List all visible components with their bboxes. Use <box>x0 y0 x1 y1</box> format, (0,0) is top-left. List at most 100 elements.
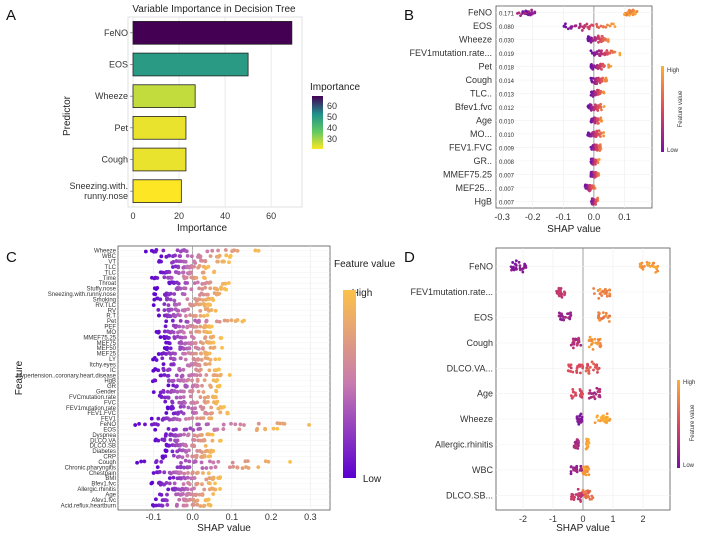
chart-c-point <box>204 319 209 323</box>
chart-c-point <box>172 292 177 296</box>
chart-c-point <box>216 254 221 259</box>
chart-c-point <box>220 259 225 264</box>
chart-c-point <box>190 502 195 507</box>
chart-b-point <box>592 93 596 97</box>
chart-b-point <box>525 9 528 13</box>
chart-a-x-tick-label: 20 <box>174 211 184 221</box>
chart-c-point <box>177 454 182 459</box>
chart-b-point <box>585 185 589 189</box>
chart-a-x-tick-label: 0 <box>130 211 135 221</box>
chart-d-points <box>509 259 660 503</box>
chart-c-point <box>186 405 191 410</box>
chart-c-point <box>189 401 194 405</box>
chart-c-point <box>161 351 166 356</box>
chart-c-point <box>194 329 199 334</box>
chart-c-point <box>217 319 222 324</box>
chart-c-point <box>178 404 183 409</box>
chart-d-point <box>560 295 564 299</box>
chart-d-point <box>575 465 578 469</box>
chart-b-point <box>580 29 584 32</box>
chart-c-point <box>181 482 186 486</box>
chart-b-point <box>601 39 605 42</box>
chart-c-point <box>169 307 174 312</box>
chart-d-point <box>557 311 561 315</box>
chart-d-point <box>564 315 567 319</box>
chart-c-point <box>179 460 183 465</box>
chart-b-point <box>622 12 626 16</box>
chart-d-point <box>559 287 563 290</box>
chart-d-point <box>597 395 601 398</box>
chart-b-point <box>591 67 595 71</box>
chart-b-feature-label: MEF25... <box>455 183 492 193</box>
chart-c-point <box>223 248 228 252</box>
chart-c-point <box>162 437 167 442</box>
chart-c-point <box>221 427 226 431</box>
chart-c-point <box>216 248 220 253</box>
chart-c-point <box>185 475 190 480</box>
chart-d-point <box>608 288 612 292</box>
chart-d-point <box>573 440 577 444</box>
chart-b-point <box>613 25 617 29</box>
chart-d-point <box>608 294 612 298</box>
chart-c-point <box>152 378 157 383</box>
chart-b-point <box>588 37 592 41</box>
chart-b-point <box>612 22 615 26</box>
chart-b-point <box>593 79 597 83</box>
chart-b-point <box>608 24 612 28</box>
chart-d-x-tick-label: 1 <box>610 514 615 524</box>
chart-c-point <box>200 258 205 263</box>
chart-c-point <box>169 275 174 280</box>
chart-b-point <box>625 11 629 15</box>
chart-d-point <box>578 498 582 502</box>
chart-c-point <box>201 341 205 346</box>
chart-c-point <box>198 373 203 378</box>
chart-c-point <box>178 249 183 254</box>
chart-b-mean-abs-value: 0.007 <box>499 200 515 206</box>
panel-b: FeNO EOS Wheeze FEV1mutation.rate... Pet Coug… <box>409 5 684 235</box>
chart-c-point <box>204 498 209 503</box>
chart-c-point <box>167 253 172 258</box>
chart-d-point <box>596 371 599 374</box>
chart-c-point <box>182 432 186 437</box>
chart-c-point <box>183 442 188 447</box>
chart-d-point <box>603 287 607 291</box>
chart-c-point <box>167 481 172 486</box>
chart-d-point <box>591 348 595 351</box>
chart-c-point <box>198 504 203 508</box>
chart-c-point <box>211 346 216 350</box>
chart-c-point <box>288 459 292 464</box>
chart-c-point <box>166 275 170 280</box>
chart-c-point <box>153 427 158 432</box>
chart-c-point <box>190 389 195 393</box>
chart-a-bar <box>132 147 187 172</box>
chart-c-point <box>202 438 207 443</box>
chart-c-point <box>256 465 261 469</box>
chart-b-point <box>601 63 605 67</box>
chart-d-point <box>589 395 593 399</box>
chart-c-point <box>172 298 177 303</box>
chart-c-feature-label: Acid.reflux.heartburn <box>61 503 116 509</box>
chart-b-mean-abs-value: 0.080 <box>499 25 515 31</box>
chart-c-point <box>190 303 194 307</box>
chart-c-point <box>218 405 223 410</box>
chart-d-point <box>593 421 597 425</box>
chart-c-point <box>171 323 176 328</box>
chart-d-point <box>606 316 610 320</box>
chart-a-category-label: Cough <box>101 155 128 165</box>
chart-c-point <box>206 264 211 269</box>
chart-b-point <box>600 78 604 82</box>
chart-c-legend-colorbar <box>343 290 356 478</box>
chart-d-point <box>560 318 564 322</box>
chart-c-point <box>170 379 175 384</box>
chart-c-point <box>188 426 193 431</box>
chart-c-point <box>181 367 186 372</box>
chart-c-point <box>208 459 212 464</box>
chart-c-feature-labels: WheezeWBCVTTLCTLCTimeThroatStuffy.noseSn… <box>17 249 117 510</box>
chart-c-point <box>159 459 164 464</box>
chart-d-point <box>517 260 521 264</box>
chart-d-feature-label: Age <box>477 389 493 399</box>
chart-b-point <box>605 49 609 52</box>
chart-b-point <box>596 133 600 137</box>
chart-c-point <box>184 449 189 454</box>
